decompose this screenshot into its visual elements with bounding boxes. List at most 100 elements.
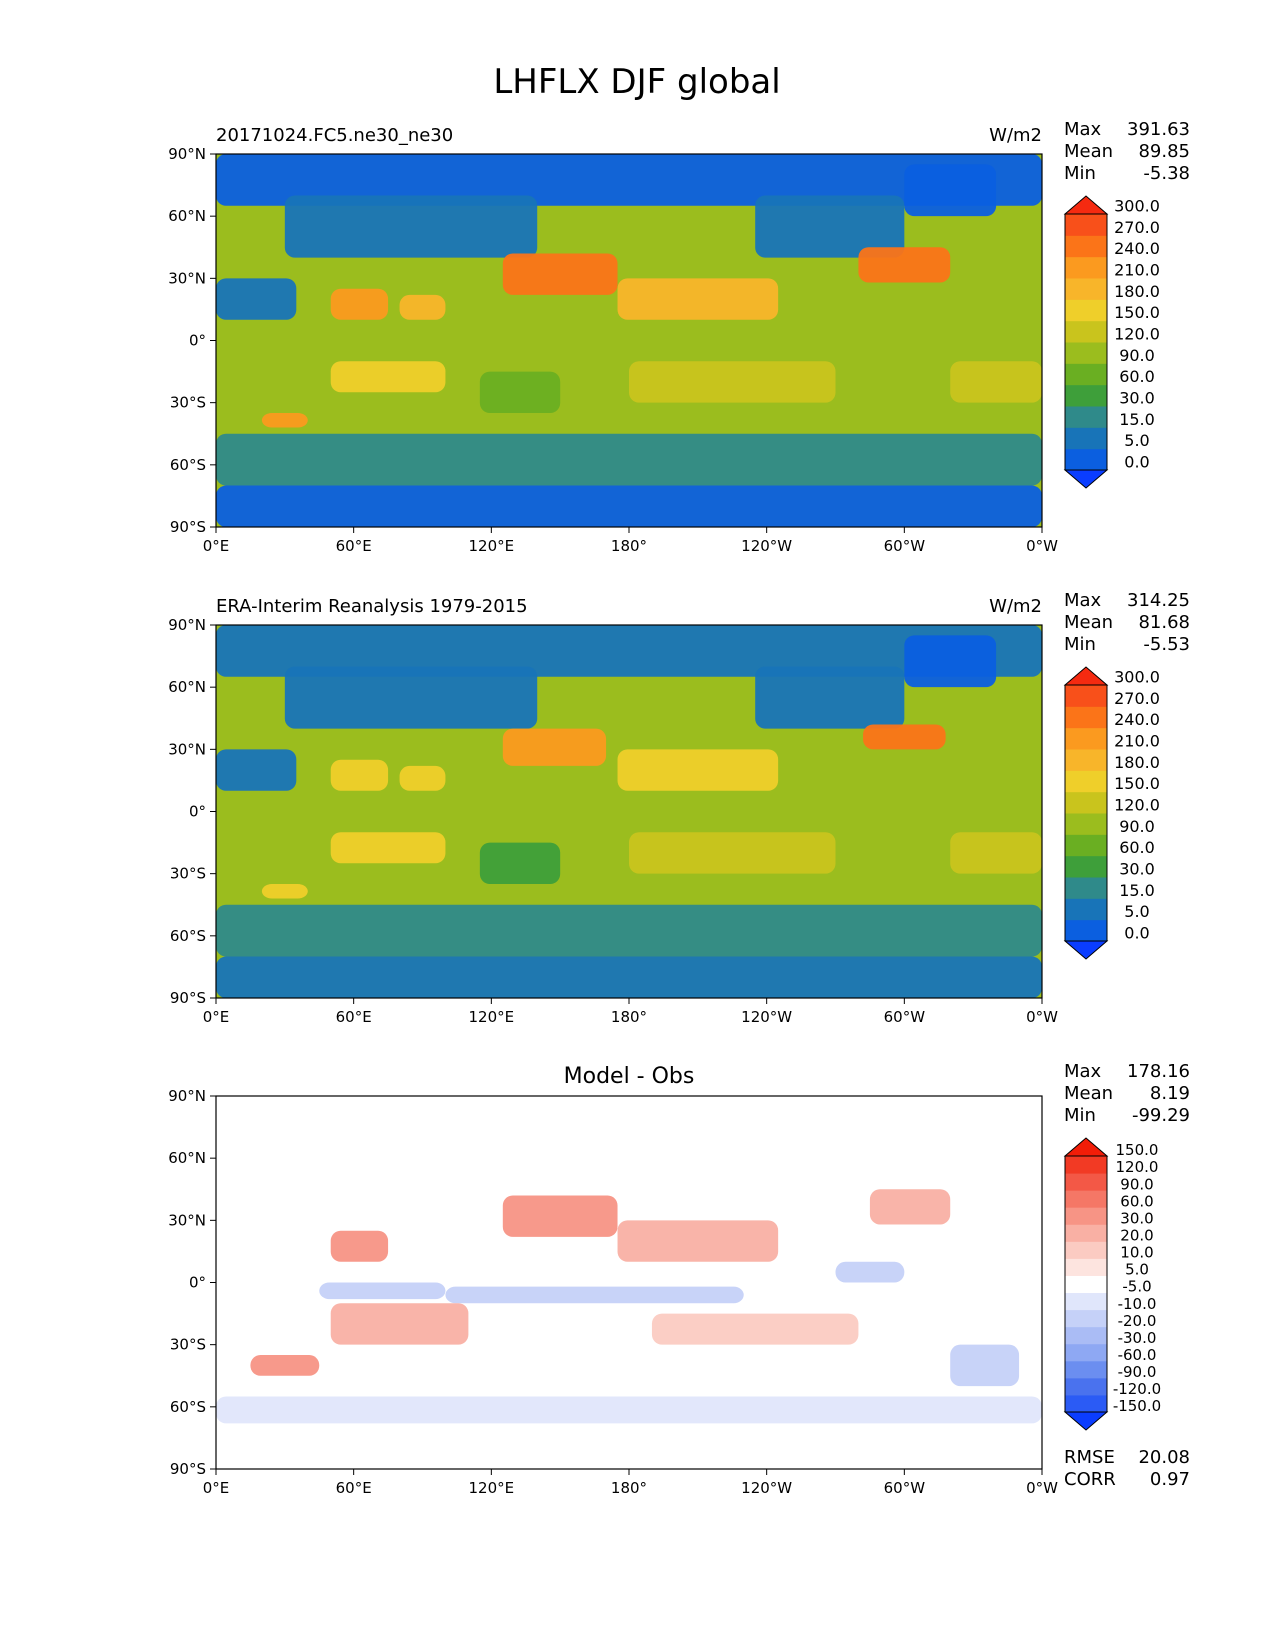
panel-model: 20171024.FC5.ne30_ne30 W/m2 Max 391.63 M… [168, 119, 1190, 555]
x-tick-label: 60°E [336, 537, 372, 555]
map-plot [215, 153, 1043, 528]
y-tick-label: 30°N [168, 740, 206, 758]
colorbar-segment [1065, 256, 1107, 279]
map-region-southern-ocean [216, 433, 1042, 486]
colorbar-tick-label: -150.0 [1113, 1397, 1161, 1415]
colorbar-segment [1065, 855, 1107, 878]
x-tick-label: 60°W [884, 1008, 926, 1026]
colorbar-tick-label: 240.0 [1114, 239, 1160, 258]
x-tick-label: 180° [611, 1479, 647, 1497]
colorbar-tick-label: 150.0 [1114, 303, 1160, 322]
stat-mean-value: 81.68 [1138, 612, 1190, 633]
y-tick-label: 90°N [168, 145, 206, 163]
map-region-agulhas [250, 1355, 320, 1376]
map-region-north-africa [216, 278, 297, 320]
map-region-greenland [904, 635, 997, 688]
colorbar-tick-label: 5.0 [1125, 1261, 1149, 1279]
stat-max-label: Max [1064, 1061, 1102, 1082]
map-region-southern-ocean [216, 1396, 1042, 1424]
map-region-north-america [755, 666, 905, 729]
y-tick-label: 0° [189, 803, 206, 821]
y-tick-label: 90°S [170, 518, 206, 536]
colorbar-segment [1065, 727, 1107, 750]
colorbar-extend-max [1063, 195, 1109, 215]
colorbar-tick-label: 5.0 [1124, 902, 1149, 921]
map-region-agulhas [261, 884, 308, 899]
colorbar-segment [1065, 1173, 1107, 1191]
y-tick-label: 90°N [168, 1087, 206, 1105]
colorbar-extend-min [1063, 469, 1109, 489]
colorbar-segment [1065, 1309, 1107, 1328]
y-tick-label: 90°S [170, 1460, 206, 1478]
colorbar-tick-label: -10.0 [1118, 1295, 1157, 1313]
stat-max-value: 178.16 [1127, 1061, 1190, 1082]
colorbar-segment [1065, 235, 1107, 258]
panel-title: 20171024.FC5.ne30_ne30 [216, 125, 453, 146]
y-tick-label: 30°S [170, 1336, 206, 1354]
colorbar-tick-label: 300.0 [1114, 196, 1160, 215]
y-tick-label: 60°N [168, 1149, 206, 1167]
x-tick-label: 60°E [336, 1479, 372, 1497]
colorbar-segment [1065, 1224, 1107, 1242]
map-region-kuroshio [502, 253, 618, 295]
map-region-south-indian [330, 1303, 469, 1345]
map-region-bay-of-bengal [399, 765, 446, 791]
y-tick-label: 30°N [168, 269, 206, 287]
rmse-label: RMSE [1064, 1447, 1115, 1468]
x-tick-label: 0°E [203, 1008, 230, 1026]
stat-max-label: Max [1064, 119, 1102, 140]
stats-block: Max 391.63 Mean 89.85 Min -5.38 [1064, 119, 1190, 184]
rmse-value: 20.08 [1138, 1447, 1190, 1468]
map-region-south-pacific [651, 1313, 859, 1345]
map-region-arabian-sea [330, 1230, 389, 1262]
y-tick-label: 30°S [170, 865, 206, 883]
colorbar: 0.0 5.0 15.0 30.0 60.0 90.0 120.0 150.0 180.0 210… [1063, 195, 1160, 489]
colorbar-segment [1065, 791, 1107, 814]
colorbar-segment [1065, 770, 1107, 793]
panel-title: ERA-Interim Reanalysis 1979-2015 [216, 596, 528, 617]
stat-min-value: -5.53 [1143, 634, 1190, 655]
colorbar-tick-label: 90.0 [1119, 817, 1155, 836]
colorbar-tick-label: 60.0 [1119, 838, 1155, 857]
map-region-antarctica [216, 956, 1042, 998]
colorbar-segment [1065, 706, 1107, 729]
panel-observation: ERA-Interim Reanalysis 1979-2015 W/m2 Ma… [168, 590, 1190, 1026]
colorbar-tick-label: -20.0 [1118, 1312, 1157, 1330]
colorbar-tick-label: 180.0 [1114, 753, 1160, 772]
map-region-southern-ocean [216, 904, 1042, 957]
y-tick-label: 0° [189, 332, 206, 350]
map-region-gulf-stream [858, 247, 951, 283]
colorbar-tick-label: 300.0 [1114, 667, 1160, 686]
x-tick-label: 0°W [1026, 537, 1058, 555]
colorbar-extend-max [1063, 666, 1109, 686]
y-tick-label: 90°N [168, 616, 206, 634]
stats-block: Max 178.16 Mean 8.19 Min -99.29 [1064, 1061, 1190, 1126]
y-tick-label: 30°N [168, 1211, 206, 1229]
colorbar-segment [1065, 813, 1107, 835]
colorbar-tick-label: 180.0 [1114, 282, 1160, 301]
map-axes: 0°E 60°E 120°E 180° 120°W 60°W 0°W 90°N 60°N 30°N… [168, 1087, 1058, 1497]
map-region-south-pacific [629, 832, 836, 874]
panel-difference: Model - Obs Max 178.16 Mean 8.19 Min -99… [168, 1061, 1190, 1497]
x-tick-label: 60°W [884, 1479, 926, 1497]
colorbar-tick-label: 210.0 [1114, 731, 1160, 750]
y-tick-label: 30°S [170, 394, 206, 412]
y-tick-label: 60°S [170, 456, 206, 474]
map-region-australia [479, 842, 561, 885]
colorbar-tick-label: 90.0 [1119, 346, 1155, 365]
units-label: W/m2 [989, 125, 1042, 146]
stat-min-label: Min [1064, 163, 1096, 184]
colorbar-tick-label: 15.0 [1119, 410, 1155, 429]
colorbar: -150.0-120.0-90.0-60.0-30.0-20.0-10.0-5.… [1063, 1137, 1161, 1431]
colorbar-tick-label: 120.0 [1114, 324, 1160, 343]
colorbar-frame [1064, 1155, 1108, 1413]
colorbar-extend-min [1063, 1411, 1109, 1431]
colorbar-tick-label: 0.0 [1124, 923, 1149, 942]
map-region-agulhas [261, 413, 308, 428]
colorbar-segment [1065, 877, 1107, 899]
colorbar-segment [1065, 363, 1107, 386]
colorbar-tick-label: -60.0 [1118, 1346, 1157, 1364]
colorbar-segment [1065, 1156, 1107, 1174]
x-tick-label: 180° [611, 1008, 647, 1026]
